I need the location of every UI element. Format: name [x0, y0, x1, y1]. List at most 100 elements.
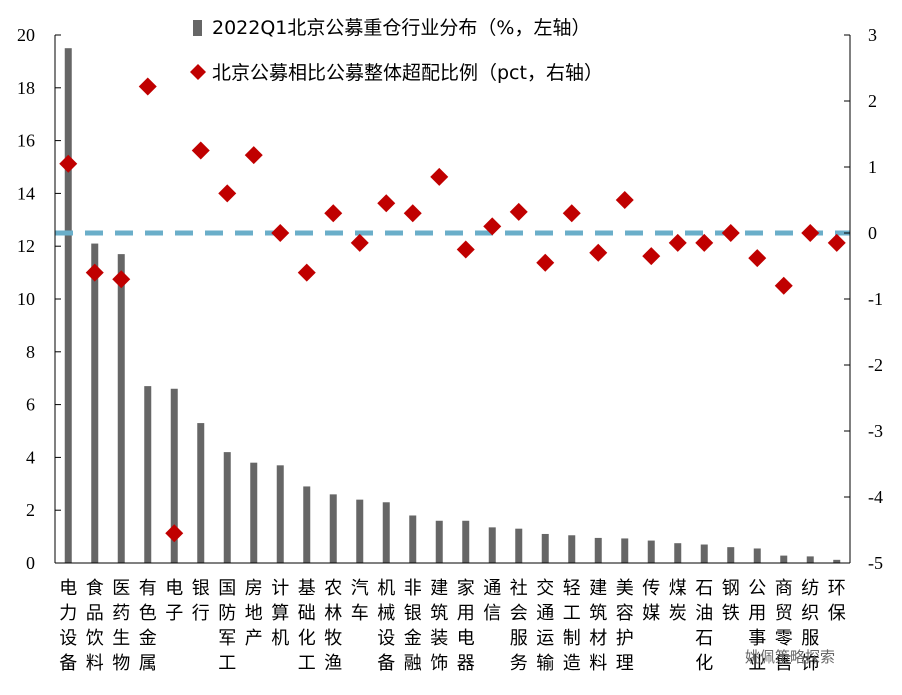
bar-28: [806, 556, 814, 563]
point-3: [138, 77, 157, 96]
category-label-16: 通信: [483, 578, 501, 624]
category-label-10: 农林牧渔: [324, 578, 342, 674]
category-label-2: 医药生物: [112, 578, 130, 674]
point-23: [668, 233, 687, 252]
point-5: [191, 141, 210, 160]
bar-27: [780, 555, 788, 563]
category-label-0: 电力设备: [59, 578, 77, 674]
category-label-11: 汽车: [351, 578, 369, 624]
legend-point-swatch: [190, 64, 206, 80]
point-4: [165, 524, 184, 543]
left-tick-label-6: 12: [17, 236, 35, 256]
bar-12: [382, 502, 390, 563]
category-label-1: 食品饮料: [86, 578, 104, 674]
category-label-12: 机械设备: [377, 578, 395, 674]
bar-14: [435, 520, 443, 563]
left-tick-label-5: 10: [17, 289, 35, 309]
point-25: [721, 224, 740, 242]
point-15: [456, 240, 475, 259]
bar-29: [833, 559, 841, 563]
left-tick-label-0: 0: [26, 553, 35, 573]
category-label-19: 轻工制造: [563, 578, 581, 674]
category-label-17: 社会服务: [510, 578, 528, 674]
category-label-9: 基础化工: [298, 578, 316, 674]
bar-5: [197, 423, 205, 563]
bar-3: [144, 386, 152, 563]
bar-7: [250, 462, 258, 563]
point-16: [483, 217, 502, 236]
point-22: [642, 247, 661, 266]
category-label-14: 建筑装饰: [430, 578, 448, 674]
point-0: [59, 154, 78, 173]
right-tick-label-3: -2: [868, 355, 883, 375]
point-14: [430, 167, 449, 186]
right-tick-label-8: 3: [868, 25, 877, 45]
category-label-20: 建筑材料: [589, 578, 607, 674]
category-label-23: 煤炭: [669, 578, 687, 624]
category-label-3: 有色金属: [139, 578, 157, 674]
legend-point-label: 北京公募相比公募整体超配比例（pct，右轴）: [212, 62, 603, 84]
bar-21: [621, 538, 629, 563]
bar-9: [303, 486, 311, 563]
point-28: [801, 224, 820, 242]
point-19: [562, 204, 581, 223]
point-7: [244, 146, 263, 165]
point-20: [589, 243, 608, 262]
point-26: [748, 249, 767, 268]
category-label-21: 美容护理: [616, 578, 634, 674]
point-1: [85, 263, 104, 282]
left-tick-label-1: 2: [26, 500, 35, 520]
bar-1: [91, 243, 99, 563]
watermark-text: 姚佩策略探索: [745, 648, 835, 666]
point-24: [695, 233, 714, 252]
left-tick-label-3: 6: [26, 395, 35, 415]
category-label-25: 钢铁: [722, 578, 740, 624]
bar-26: [753, 548, 761, 563]
legend-bar-swatch: [193, 20, 202, 36]
right-tick-label-2: -3: [868, 421, 883, 441]
left-tick-label-2: 4: [26, 447, 35, 467]
category-label-26: 公用事业: [748, 578, 766, 674]
right-tick-label-4: -1: [868, 289, 883, 309]
point-6: [218, 184, 237, 203]
point-12: [377, 194, 396, 213]
bar-6: [223, 452, 231, 563]
category-label-28: 纺织服饰: [801, 578, 819, 674]
legend: 2022Q1北京公募重仓行业分布（%，左轴） 北京公募相比公募整体超配比例（pct…: [190, 17, 603, 84]
category-label-22: 传媒: [642, 578, 660, 624]
bar-23: [674, 543, 682, 563]
bar-10: [329, 494, 337, 563]
category-labels-layer: 电力设备食品饮料医药生物有色金属电子银行国防军工房地产计算机基础化工农林牧渔汽车…: [59, 578, 846, 674]
bars-layer: [64, 48, 841, 563]
right-tick-label-6: 1: [868, 157, 877, 177]
bar-4: [170, 388, 178, 563]
left-tick-label-7: 14: [17, 183, 35, 203]
bar-17: [515, 528, 523, 563]
category-label-7: 房地产: [245, 578, 263, 649]
legend-bar-label: 2022Q1北京公募重仓行业分布（%，左轴）: [212, 17, 590, 39]
left-tick-label-8: 16: [17, 131, 35, 151]
bar-13: [409, 515, 417, 563]
points-layer: [59, 77, 846, 543]
bar-18: [541, 533, 549, 563]
category-label-4: 电子: [165, 578, 183, 624]
bar-2: [117, 254, 125, 563]
right-tick-label-0: -5: [868, 553, 883, 573]
bar-24: [700, 544, 708, 563]
point-17: [509, 202, 528, 221]
bar-20: [594, 537, 602, 563]
category-label-15: 家用电器: [457, 578, 475, 674]
bar-11: [356, 499, 364, 563]
category-label-27: 商贸零售: [775, 578, 793, 674]
bar-8: [276, 465, 284, 563]
category-label-5: 银行: [192, 578, 210, 624]
point-11: [350, 233, 369, 252]
bar-19: [568, 535, 576, 563]
bar-25: [727, 547, 735, 563]
category-label-6: 国防军工: [218, 578, 236, 674]
point-9: [297, 263, 316, 282]
point-18: [536, 253, 555, 272]
right-tick-label-5: 0: [868, 223, 877, 243]
